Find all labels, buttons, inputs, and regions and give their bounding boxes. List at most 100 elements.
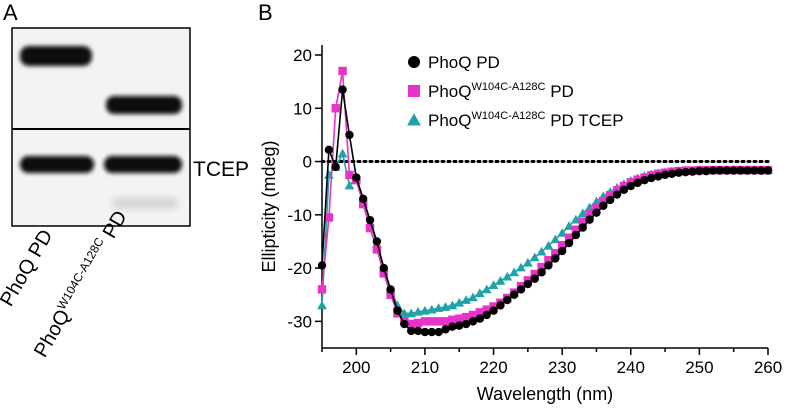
x-tick-label: 260: [754, 358, 782, 377]
data-point: [365, 215, 375, 225]
data-point: [386, 285, 395, 294]
data-point: [358, 199, 368, 209]
data-point: [605, 190, 615, 200]
data-point: [537, 262, 546, 272]
data-point: [495, 276, 506, 285]
data-point: [509, 267, 519, 277]
x-tick-label: 200: [342, 358, 370, 377]
data-point: [455, 314, 464, 323]
data-point: [557, 246, 567, 256]
data-point: [756, 166, 766, 175]
data-point: [441, 325, 450, 334]
data-point: [695, 166, 704, 176]
data-point: [400, 319, 409, 329]
data-point: [488, 280, 499, 290]
data-point: [599, 201, 608, 210]
y-tick-label: -10: [287, 206, 312, 225]
data-point: [393, 306, 402, 315]
data-point: [427, 327, 436, 337]
legend-marker: [407, 113, 421, 126]
data-point: [550, 234, 561, 244]
data-point: [454, 297, 465, 307]
data-point: [529, 252, 540, 262]
data-point: [702, 166, 711, 176]
data-point: [543, 240, 554, 250]
data-point: [763, 166, 773, 175]
legend-marker: [408, 85, 420, 97]
data-point: [605, 195, 615, 205]
data-point: [345, 130, 354, 140]
data-point: [585, 210, 594, 219]
data-point: [688, 167, 697, 176]
data-point: [338, 85, 347, 94]
legend-label: PhoQW104C-A128C PD: [428, 81, 574, 101]
data-point: [578, 217, 587, 226]
data-point: [481, 284, 492, 294]
data-point: [633, 178, 642, 188]
data-point: [612, 186, 622, 195]
data-point: [564, 238, 574, 248]
data-point: [482, 310, 491, 320]
data-point: [420, 327, 430, 337]
data-point: [640, 175, 649, 185]
x-tick-label: 230: [548, 358, 576, 377]
data-point: [516, 285, 526, 294]
data-point: [736, 166, 745, 175]
data-point: [434, 317, 443, 326]
data-point: [474, 288, 485, 297]
data-point: [557, 240, 567, 250]
y-axis-title: Ellipticity (mdeg): [259, 140, 279, 272]
data-point: [468, 292, 478, 302]
data-point: [660, 170, 670, 180]
data-point: [551, 254, 560, 263]
data-point: [523, 279, 533, 289]
data-point: [557, 228, 567, 237]
data-point: [379, 263, 388, 273]
data-point: [352, 173, 361, 182]
x-tick-label: 210: [411, 358, 439, 377]
data-point: [468, 317, 478, 326]
data-point: [461, 295, 471, 304]
x-tick-label: 240: [617, 358, 645, 377]
y-tick-label: 10: [293, 99, 312, 118]
data-point: [503, 295, 512, 305]
data-point: [413, 306, 423, 316]
data-point: [564, 233, 574, 242]
data-point: [434, 327, 443, 337]
data-point: [420, 305, 430, 315]
data-point: [564, 221, 574, 230]
data-point: [530, 269, 539, 279]
data-point: [413, 318, 423, 328]
data-point: [407, 326, 416, 336]
data-point: [647, 173, 656, 183]
data-point: [475, 308, 485, 317]
band-faint: [112, 198, 178, 208]
data-point: [338, 66, 347, 76]
data-point: [619, 185, 629, 194]
data-point: [626, 181, 635, 191]
data-point: [530, 274, 539, 283]
data-point: [489, 302, 498, 311]
data-point: [386, 290, 395, 299]
x-axis-title: Wavelength (nm): [477, 384, 613, 404]
data-point: [317, 261, 327, 270]
data-point: [536, 246, 547, 256]
data-point: [358, 194, 368, 204]
data-point: [407, 319, 416, 329]
data-point: [317, 300, 327, 310]
y-tick-label: -30: [287, 312, 312, 331]
data-point: [475, 314, 485, 323]
data-point: [379, 269, 388, 278]
data-point: [577, 208, 588, 218]
data-point: [468, 310, 478, 320]
y-tick-label: -20: [287, 259, 312, 278]
data-point: [729, 166, 738, 175]
data-point: [715, 166, 725, 175]
band-phoq-pd-top: [20, 46, 92, 66]
data-point: [489, 306, 498, 315]
data-point: [324, 145, 334, 155]
band-mutant-top: [106, 96, 182, 114]
data-point: [455, 321, 464, 330]
data-point: [544, 255, 553, 265]
